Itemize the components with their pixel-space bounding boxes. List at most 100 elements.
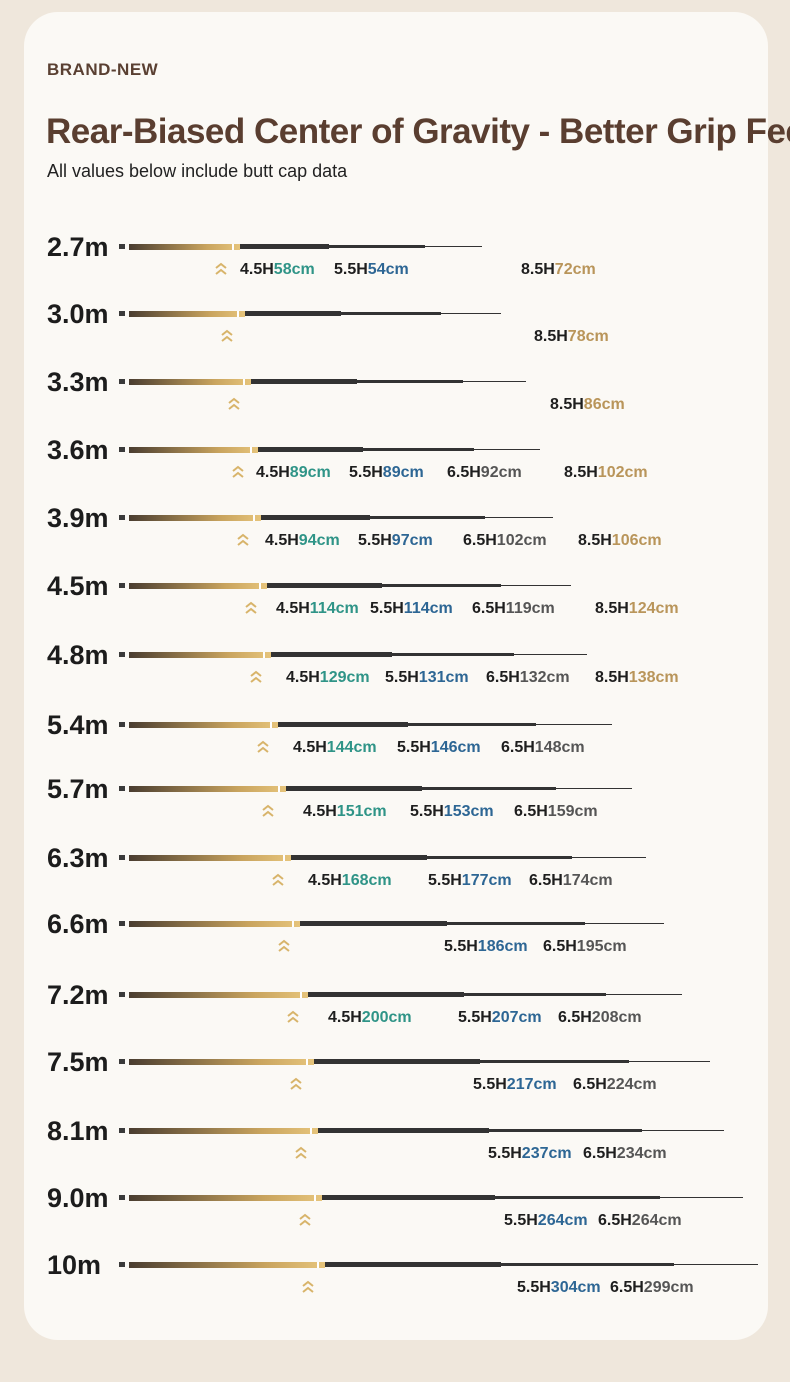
hardness-prefix: 8.5H	[595, 600, 629, 617]
rod-section-2	[240, 244, 329, 249]
butt-cap	[119, 1128, 125, 1133]
hardness-prefix: 6.5H	[486, 669, 520, 686]
cog-value: 195cm	[576, 938, 627, 955]
rod-length-label: 8.1m	[47, 1116, 109, 1146]
rod-section-3	[363, 448, 474, 451]
cog-value: 264cm	[537, 1212, 588, 1229]
cog-value: 151cm	[336, 803, 387, 820]
rod-section-2	[325, 1262, 501, 1267]
hardness-prefix: 5.5H	[358, 532, 392, 549]
hardness-prefix: 6.5H	[583, 1145, 617, 1162]
center-of-gravity-label: 5.5H237cm	[488, 1145, 572, 1163]
rod-section-3	[329, 245, 425, 248]
rod-length-label: 3.3m	[47, 367, 109, 397]
hardness-prefix: 6.5H	[610, 1279, 644, 1296]
butt-cap	[119, 1195, 125, 1200]
center-of-gravity-label: 6.5H195cm	[543, 938, 627, 956]
rod-handle-section	[129, 855, 291, 861]
rod-tip-section	[572, 857, 646, 858]
rod-handle-section	[129, 722, 278, 728]
cog-value: 264cm	[631, 1212, 682, 1229]
cog-value: 54cm	[367, 261, 409, 278]
balance-point-mark	[292, 921, 294, 927]
double-chevron-up-icon	[260, 804, 276, 818]
rod-row: 6.3m 4.5H168cm 5.5H177cm 6.5H174cm	[0, 843, 790, 909]
rod-handle-section	[129, 583, 267, 589]
center-of-gravity-label: 5.5H114cm	[370, 600, 453, 618]
balance-point-mark	[253, 515, 255, 521]
rod-handle-section	[129, 921, 300, 927]
rod-row: 5.4m 4.5H144cm 5.5H146cm 6.5H148cm	[0, 710, 790, 776]
center-of-gravity-label: 8.5H72cm	[521, 261, 596, 279]
center-of-gravity-label: 6.5H208cm	[558, 1009, 642, 1027]
rod-row: 6.6m 5.5H186cm 6.5H195cm	[0, 909, 790, 975]
cog-value: 200cm	[361, 1009, 412, 1026]
rod-section-2	[261, 515, 370, 520]
rod-tip-section	[485, 517, 553, 518]
center-of-gravity-label: 4.5H151cm	[303, 803, 387, 821]
hardness-prefix: 4.5H	[265, 532, 299, 549]
rod-tip-section	[425, 246, 482, 247]
rod-section-3	[495, 1196, 660, 1199]
hardness-prefix: 6.5H	[558, 1009, 592, 1026]
center-of-gravity-label: 6.5H224cm	[573, 1076, 657, 1094]
hardness-prefix: 6.5H	[463, 532, 497, 549]
balance-point-mark	[259, 583, 261, 589]
rod-length-label: 10m	[47, 1250, 102, 1280]
double-chevron-up-icon	[288, 1077, 304, 1091]
butt-cap	[119, 379, 125, 384]
hardness-prefix: 8.5H	[595, 669, 629, 686]
center-of-gravity-label: 5.5H264cm	[504, 1212, 588, 1230]
rod-row: 9.0m 5.5H264cm 6.5H264cm	[0, 1183, 790, 1249]
center-of-gravity-label: 5.5H177cm	[428, 872, 512, 890]
center-of-gravity-label: 4.5H114cm	[276, 600, 359, 618]
rod-tip-section	[642, 1130, 724, 1131]
center-of-gravity-label: 6.5H299cm	[610, 1279, 694, 1297]
rod-length-label: 5.4m	[47, 710, 109, 740]
hardness-prefix: 5.5H	[428, 872, 462, 889]
rod-row: 4.5m 4.5H114cm 5.5H114cm 6.5H119cm 8.5H124cm	[0, 571, 790, 637]
rod-tip-section	[441, 313, 501, 314]
hardness-prefix: 4.5H	[286, 669, 320, 686]
rod-section-2	[322, 1195, 495, 1200]
rod-section-3	[408, 723, 536, 726]
rod-tip-section	[585, 923, 664, 924]
rod-tip-section	[674, 1264, 758, 1265]
rod-section-3	[501, 1263, 674, 1266]
rod-length-label: 4.8m	[47, 640, 109, 670]
center-of-gravity-label: 6.5H159cm	[514, 803, 598, 821]
butt-cap	[119, 1059, 125, 1064]
rod-handle-section	[129, 379, 251, 385]
center-of-gravity-label: 6.5H92cm	[447, 464, 522, 482]
center-of-gravity-label: 6.5H264cm	[598, 1212, 682, 1230]
rod-length-label: 3.0m	[47, 299, 109, 329]
hardness-prefix: 4.5H	[240, 261, 274, 278]
cog-value: 177cm	[461, 872, 512, 889]
cog-value: 208cm	[591, 1009, 642, 1026]
rod-tip-section	[501, 585, 571, 586]
cog-value: 92cm	[480, 464, 522, 481]
balance-point-mark	[314, 1195, 316, 1201]
cog-value: 114cm	[403, 600, 453, 617]
center-of-gravity-label: 5.5H97cm	[358, 532, 433, 550]
rod-section-2	[267, 583, 382, 588]
rod-length-label: 9.0m	[47, 1183, 109, 1213]
cog-value: 224cm	[606, 1076, 657, 1093]
hardness-prefix: 5.5H	[488, 1145, 522, 1162]
rod-row: 4.8m 4.5H129cm 5.5H131cm 6.5H132cm 8.5H138cm	[0, 640, 790, 706]
hardness-prefix: 8.5H	[550, 396, 584, 413]
rod-handle-section	[129, 786, 286, 792]
rod-section-3	[489, 1129, 642, 1132]
rod-tip-section	[474, 449, 540, 450]
rod-section-2	[245, 311, 341, 316]
cog-value: 168cm	[341, 872, 392, 889]
double-chevron-up-icon	[255, 740, 271, 754]
hardness-prefix: 5.5H	[397, 739, 431, 756]
rod-section-2	[314, 1059, 480, 1064]
hardness-prefix: 8.5H	[521, 261, 555, 278]
rod-tip-section	[556, 788, 632, 789]
cog-value: 138cm	[628, 669, 679, 686]
cog-value: 148cm	[534, 739, 585, 756]
cog-value: 97cm	[391, 532, 433, 549]
center-of-gravity-label: 8.5H86cm	[550, 396, 625, 414]
